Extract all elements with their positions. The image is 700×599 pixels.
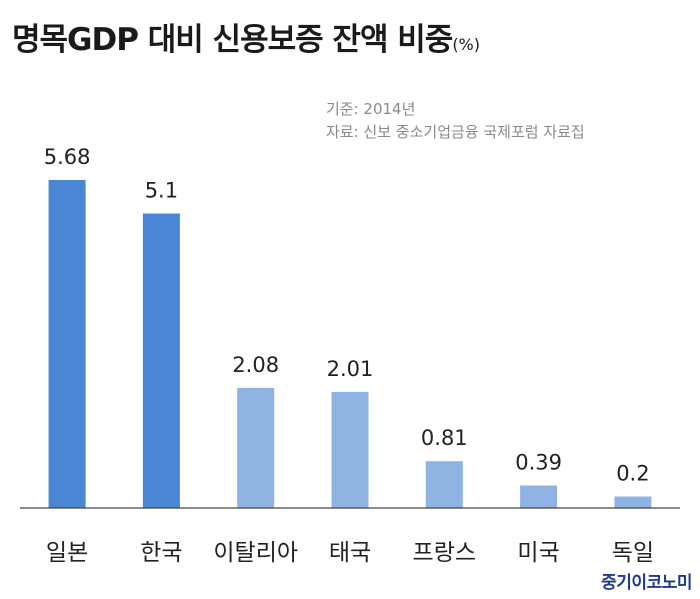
bar-7 xyxy=(614,496,652,508)
value-label-6: 0.39 xyxy=(515,451,562,475)
category-label-4: 태국 xyxy=(329,540,371,566)
category-label-5: 프랑스 xyxy=(413,540,476,566)
category-label-1: 일본 xyxy=(46,540,88,566)
value-label-5: 0.81 xyxy=(421,426,468,450)
chart-title: 명목GDP 대비 신용보증 잔액 비중(%) xyxy=(12,14,480,59)
value-label-3: 2.08 xyxy=(232,353,279,377)
bar-3 xyxy=(237,387,275,508)
value-label-4: 2.01 xyxy=(327,357,374,381)
publisher-logo: 중기이코노미 xyxy=(601,573,692,593)
bar-6 xyxy=(520,485,558,508)
value-label-1: 5.68 xyxy=(44,145,91,169)
base-year-note: 기준: 2014년 xyxy=(326,100,416,118)
category-label-2: 한국 xyxy=(140,540,182,566)
category-label-6: 미국 xyxy=(517,540,559,566)
category-label-7: 독일 xyxy=(612,540,654,566)
chart-title-text: 명목GDP 대비 신용보증 잔액 비중 xyxy=(12,22,453,58)
bar-1 xyxy=(48,180,86,508)
source-note: 자료: 신보 중소기업금융 국제포럼 자료집 xyxy=(326,123,585,141)
bar-4 xyxy=(331,391,369,508)
unit-label: (%) xyxy=(452,35,480,54)
bar-2 xyxy=(142,213,180,508)
bar-5 xyxy=(425,461,463,508)
category-label-3: 이탈리아 xyxy=(213,540,298,566)
value-label-2: 5.1 xyxy=(145,179,178,203)
value-label-7: 0.2 xyxy=(616,462,649,486)
